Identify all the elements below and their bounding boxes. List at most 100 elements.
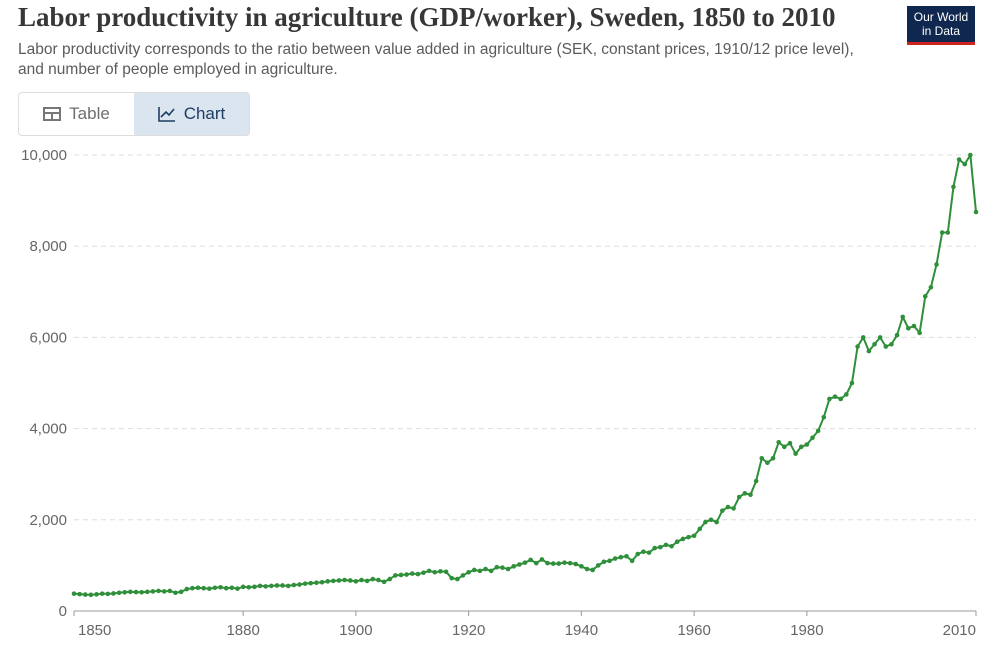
point: [714, 519, 719, 525]
point: [686, 534, 691, 540]
point: [674, 539, 680, 544]
point: [894, 332, 900, 338]
point: [928, 284, 934, 290]
point: [71, 591, 77, 596]
point: [815, 428, 821, 434]
point: [325, 579, 330, 584]
point: [150, 589, 156, 594]
tab-label: Table: [69, 104, 110, 123]
point: [500, 565, 505, 570]
point: [511, 564, 517, 569]
point: [381, 579, 387, 585]
point: [956, 157, 962, 162]
point: [590, 567, 595, 573]
point: [770, 455, 776, 461]
point: [872, 341, 877, 347]
point: [635, 551, 641, 557]
point: [804, 442, 810, 447]
x-tick-label: 1980: [790, 622, 823, 639]
point: [353, 579, 359, 584]
point: [703, 519, 708, 525]
point: [793, 451, 798, 456]
point: [105, 591, 111, 597]
point: [612, 556, 618, 561]
point: [347, 578, 353, 583]
point: [753, 478, 759, 484]
point: [438, 569, 443, 574]
point: [466, 569, 471, 575]
x-tick-label: 1940: [565, 622, 598, 639]
table-tab[interactable]: Table: [19, 93, 134, 135]
chart-icon: [157, 107, 175, 122]
point: [370, 576, 376, 582]
point: [82, 592, 88, 597]
point: [629, 558, 635, 564]
x-tick-label: 2010: [943, 622, 976, 639]
point: [336, 578, 342, 583]
point: [415, 571, 421, 577]
point: [156, 588, 161, 594]
point: [624, 553, 629, 559]
point: [195, 585, 201, 591]
x-tick-label: 1850: [78, 622, 111, 639]
point: [731, 506, 736, 511]
point: [533, 560, 539, 566]
point: [782, 444, 787, 450]
point: [646, 550, 652, 555]
logo[interactable]: Our World in Data: [907, 6, 975, 45]
point: [748, 492, 753, 498]
point: [765, 460, 770, 466]
point: [291, 582, 297, 588]
y-tick-label: 4,000: [29, 421, 67, 438]
point: [308, 580, 314, 586]
point: [595, 563, 601, 568]
point: [776, 439, 781, 445]
point: [517, 562, 522, 567]
point: [601, 559, 607, 565]
point: [218, 584, 223, 590]
x-tick-label: 1900: [339, 622, 372, 639]
point: [173, 590, 178, 596]
point: [697, 526, 703, 532]
point: [426, 568, 432, 574]
point: [342, 577, 347, 583]
point: [144, 589, 150, 595]
point: [962, 161, 968, 167]
point: [584, 566, 590, 572]
point: [359, 577, 364, 583]
point: [821, 414, 827, 420]
y-tick-label: 8,000: [29, 238, 67, 255]
point: [669, 543, 674, 549]
point: [658, 544, 663, 550]
point: [877, 335, 883, 340]
point: [889, 341, 894, 347]
point: [201, 585, 206, 591]
y-tick-label: 0: [59, 603, 67, 620]
point: [860, 335, 866, 340]
point: [945, 230, 951, 235]
point: [579, 564, 584, 569]
point: [184, 586, 190, 592]
point: [443, 569, 449, 575]
point: [314, 580, 319, 586]
y-tick-label: 10,000: [21, 147, 67, 164]
point: [387, 576, 393, 582]
point: [539, 557, 545, 562]
point: [207, 586, 212, 591]
point: [618, 554, 624, 560]
point: [798, 444, 804, 450]
point: [116, 590, 122, 596]
point: [139, 590, 144, 595]
title: Labor productivity in agriculture (GDP/w…: [18, 2, 836, 32]
point: [725, 504, 731, 510]
point: [128, 589, 133, 595]
point: [488, 568, 494, 574]
point: [951, 184, 956, 190]
tab-label: Chart: [183, 104, 226, 123]
point: [409, 571, 415, 576]
point: [720, 508, 725, 513]
point: [178, 589, 184, 595]
point: [432, 569, 438, 575]
chart-tab[interactable]: Chart: [134, 93, 249, 135]
